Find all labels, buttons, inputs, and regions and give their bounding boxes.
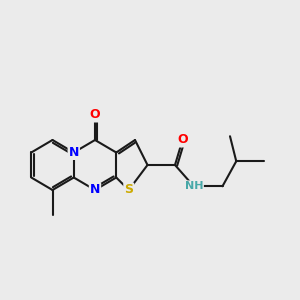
Text: N: N [69, 146, 79, 159]
Text: NH: NH [184, 181, 203, 191]
Text: O: O [177, 134, 188, 146]
Text: S: S [124, 184, 133, 196]
Text: O: O [90, 109, 100, 122]
Text: N: N [90, 184, 100, 196]
